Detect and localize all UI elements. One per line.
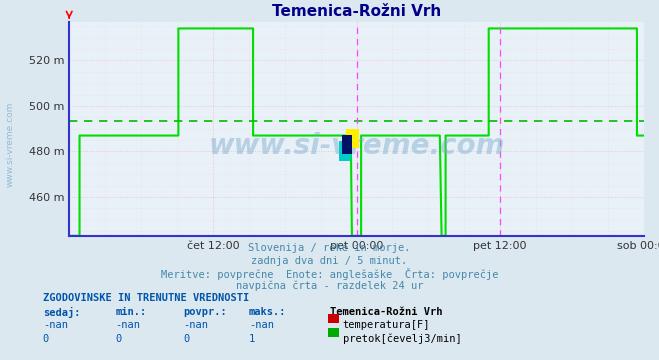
Text: min.:: min.:: [115, 307, 146, 317]
Text: sedaj:: sedaj:: [43, 307, 80, 318]
Bar: [343, 135, 353, 154]
Text: -nan: -nan: [249, 320, 274, 330]
Text: www.si-vreme.com: www.si-vreme.com: [208, 132, 505, 160]
Text: 1: 1: [249, 334, 255, 344]
Title: Temenica-Rožni Vrh: Temenica-Rožni Vrh: [272, 4, 441, 19]
Text: Temenica-Rožni Vrh: Temenica-Rožni Vrh: [330, 307, 442, 317]
Text: Slovenija / reke in morje.: Slovenija / reke in morje.: [248, 243, 411, 253]
Text: temperatura[F]: temperatura[F]: [343, 320, 430, 330]
Text: -nan: -nan: [43, 320, 68, 330]
Text: -nan: -nan: [115, 320, 140, 330]
Text: 0: 0: [115, 334, 121, 344]
Text: 0: 0: [183, 334, 189, 344]
Bar: [346, 129, 358, 148]
Text: 0: 0: [43, 334, 49, 344]
Text: -nan: -nan: [183, 320, 208, 330]
Text: navpična črta - razdelek 24 ur: navpična črta - razdelek 24 ur: [236, 281, 423, 291]
Bar: [339, 141, 351, 161]
Text: povpr.:: povpr.:: [183, 307, 227, 317]
Text: www.si-vreme.com: www.si-vreme.com: [5, 101, 14, 187]
Text: Meritve: povprečne  Enote: anglešaške  Črta: povprečje: Meritve: povprečne Enote: anglešaške Črt…: [161, 268, 498, 280]
Text: zadnja dva dni / 5 minut.: zadnja dva dni / 5 minut.: [251, 256, 408, 266]
Text: ZGODOVINSKE IN TRENUTNE VREDNOSTI: ZGODOVINSKE IN TRENUTNE VREDNOSTI: [43, 293, 249, 303]
Text: pretok[čevelj3/min]: pretok[čevelj3/min]: [343, 334, 461, 344]
Text: maks.:: maks.:: [249, 307, 287, 317]
